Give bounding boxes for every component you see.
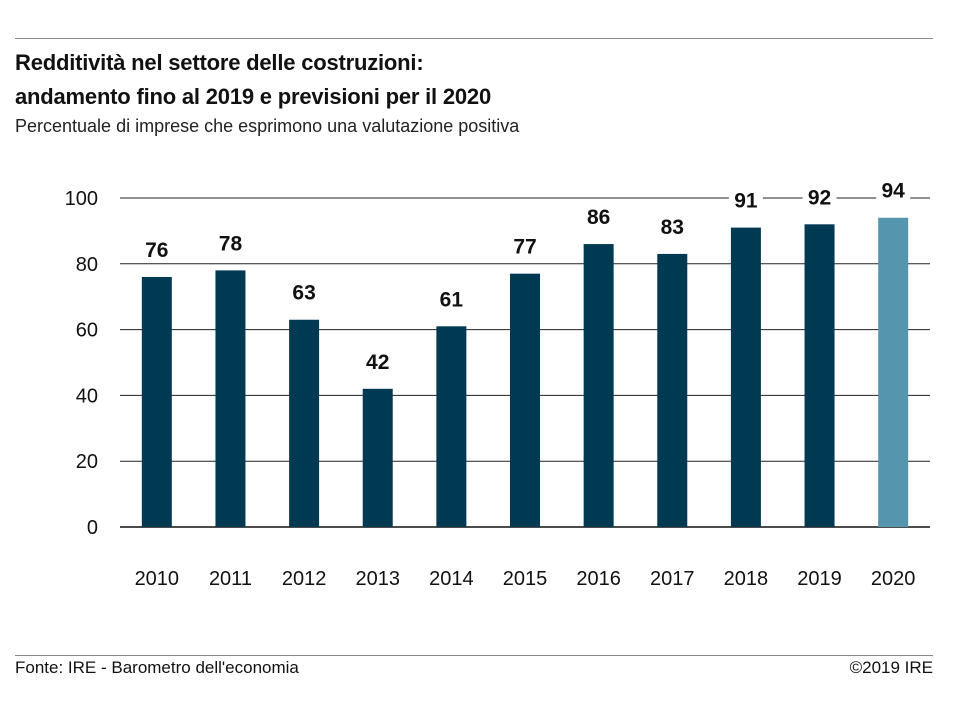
bar-2013 [362, 388, 393, 527]
bar-2015 [510, 273, 540, 527]
x-axis-tick-labels: 2010 2011 2012 2013 2014 2015 2016 2017 2018 2019… [135, 568, 916, 590]
top-rule [15, 38, 933, 39]
y-tick-label: 40 [76, 385, 98, 407]
title-line-2: andamento fino al 2019 e previsioni per … [15, 84, 492, 109]
y-tick-label: 100 [65, 188, 98, 210]
data-label-backdrop [139, 232, 174, 261]
y-tick-label: 0 [87, 517, 98, 539]
x-tick-label-2016: 2016 [576, 568, 621, 590]
bar-2012 [289, 319, 320, 527]
data-label-backdrop [360, 344, 395, 373]
data-label-backdrop [728, 183, 763, 212]
bar-2016 [583, 244, 614, 527]
bar-2014 [436, 326, 467, 527]
bar-2017 [657, 253, 688, 527]
data-label-backdrop [213, 226, 248, 255]
y-tick-label: 60 [76, 320, 98, 342]
x-tick-label-2013: 2013 [355, 568, 400, 590]
bar-2019 [804, 224, 835, 527]
data-label-2020: 94 [882, 180, 906, 203]
x-tick-label-2020: 2020 [871, 568, 916, 590]
data-label-2018: 91 [734, 190, 758, 213]
y-tick-label: 80 [76, 254, 98, 276]
data-label-2015: 77 [513, 236, 536, 259]
x-tick-label-2014: 2014 [429, 568, 474, 590]
x-tick-label-2019: 2019 [797, 568, 842, 590]
data-labels: 76 78 63 42 61 77 86 83 91 92 94 [145, 180, 905, 374]
data-label-backdrop [434, 282, 469, 311]
x-tick-label-2017: 2017 [650, 568, 695, 590]
x-tick-label-2018: 2018 [724, 568, 769, 590]
bar-2010 [141, 276, 172, 527]
chart-title: Redditività nel settore delle costruzion… [15, 46, 491, 114]
y-tick-label: 20 [76, 451, 98, 473]
data-label-2010: 76 [145, 239, 168, 262]
data-label-backdrop [287, 275, 322, 304]
data-label-2019: 92 [808, 186, 831, 209]
data-label-2016: 86 [587, 206, 610, 229]
chart-subtitle: Percentuale di imprese che esprimono una… [15, 116, 520, 136]
x-tick-label-2010: 2010 [135, 568, 180, 590]
data-label-backdrop [581, 200, 616, 229]
y-axis-tick-labels: 0 20 40 60 80 100 [65, 188, 98, 539]
data-label-backdrop [802, 180, 837, 209]
bar-2018 [730, 227, 761, 528]
data-label-backdrop [876, 173, 911, 202]
bottom-rule [15, 655, 933, 656]
copyright-note: ©2019 IRE [849, 658, 933, 677]
x-tick-label-2011: 2011 [209, 568, 252, 590]
data-label-2013: 42 [366, 351, 389, 374]
data-label-2011: 78 [219, 232, 243, 255]
x-tick-label-2012: 2012 [282, 568, 327, 590]
title-line-1: Redditività nel settore delle costruzion… [15, 50, 424, 75]
data-label-backdrop [655, 209, 690, 238]
data-label-2012: 63 [292, 282, 315, 305]
source-note: Fonte: IRE - Barometro dell'economia [15, 658, 299, 677]
x-tick-label-2015: 2015 [503, 568, 548, 590]
data-label-backdrop [508, 229, 542, 258]
bar-2020 [878, 217, 909, 528]
bar-2011 [215, 270, 246, 527]
data-label-2014: 61 [440, 288, 464, 311]
bars [139, 173, 911, 528]
data-label-2017: 83 [661, 216, 684, 239]
